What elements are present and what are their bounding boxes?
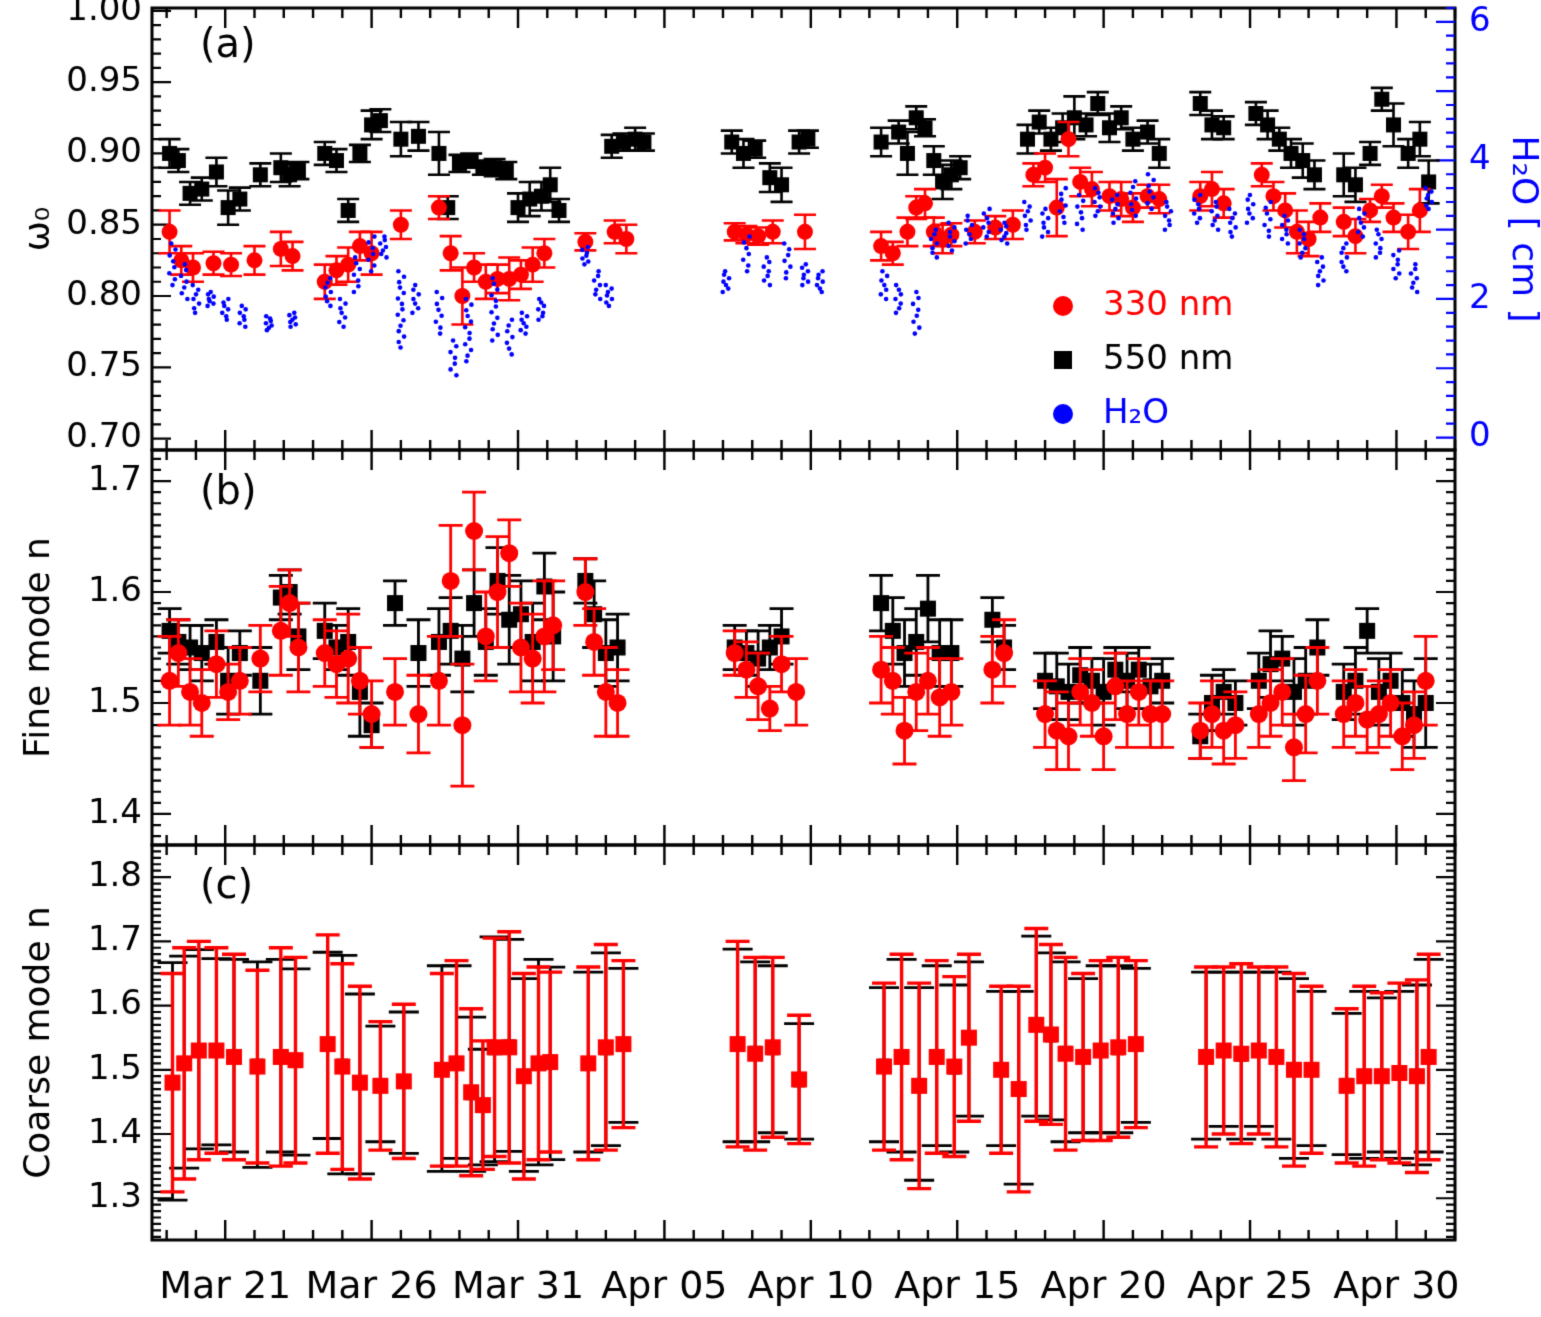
aerosol-time-series-figure: (a) ω₀ H₂O [ cm ] (b) Fine mode n (c) Co… [0, 0, 1541, 1316]
three-panel-time-series-chart [0, 0, 1541, 1316]
